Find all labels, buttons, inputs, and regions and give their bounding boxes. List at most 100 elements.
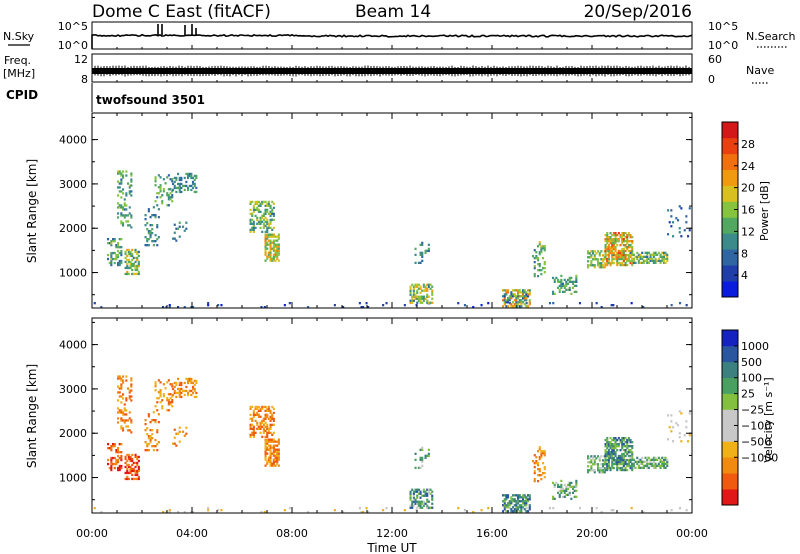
range-gate-cell — [162, 178, 165, 181]
range-gate-cell — [271, 212, 274, 215]
range-gate-cell — [132, 477, 135, 481]
range-gate-cell — [612, 257, 615, 261]
range-gate-cell — [631, 456, 634, 460]
range-gate-cell — [412, 504, 415, 507]
range-gate-cell — [606, 261, 609, 265]
range-gate-cell — [269, 417, 272, 420]
range-gate-cell — [533, 472, 536, 475]
range-gate-cell — [592, 258, 595, 261]
range-gate-cell — [266, 407, 269, 410]
range-gate-cell — [277, 440, 280, 443]
range-gate-cell — [508, 297, 511, 300]
range-gate-cell — [251, 228, 254, 231]
y-tick-label: 3000 — [59, 178, 87, 191]
range-gate-cell — [598, 469, 601, 472]
range-gate-cell — [600, 471, 603, 474]
range-gate-cell — [560, 280, 563, 283]
range-gate-cell — [567, 483, 570, 487]
range-gate-cell — [563, 290, 566, 293]
range-gate-cell — [264, 452, 267, 455]
range-gate-cell — [414, 295, 417, 298]
range-gate-cell — [261, 405, 264, 409]
range-gate-cell — [419, 295, 422, 298]
range-gate-cell — [130, 184, 133, 187]
range-gate-cell — [136, 266, 139, 270]
range-gate-cell — [510, 502, 513, 505]
range-gate-cell — [264, 417, 267, 420]
range-gate-cell — [190, 389, 193, 393]
range-gate-cell — [626, 451, 629, 454]
range-gate-cell — [107, 447, 110, 450]
range-gate-cell — [122, 379, 125, 382]
range-gate-cell — [552, 290, 555, 293]
range-gate-cell — [520, 299, 523, 302]
range-gate-cell — [182, 184, 185, 188]
colorbar-tick-label: −1000 — [741, 451, 778, 464]
range-gate-cell — [680, 440, 683, 443]
colorbar-segment — [722, 473, 738, 490]
range-gate-cell — [622, 244, 625, 247]
range-gate-cell — [597, 258, 600, 261]
range-gate-cell — [624, 257, 627, 261]
range-gate-cell — [124, 272, 127, 276]
range-gate-cell — [262, 212, 265, 215]
range-gate-cell — [108, 242, 111, 245]
range-gate-cell — [276, 458, 279, 461]
range-gate-cell — [419, 448, 422, 451]
range-gate-cell — [626, 443, 629, 446]
range-gate-cell — [192, 182, 195, 186]
range-gate-cell — [162, 190, 165, 193]
range-gate-cell — [535, 462, 538, 465]
range-gate-cell — [616, 439, 619, 442]
range-gate-cell — [537, 474, 540, 477]
range-gate-cell — [627, 437, 630, 440]
range-gate-cell — [573, 290, 576, 293]
range-gate-cell — [157, 208, 160, 211]
range-gate-cell — [264, 230, 267, 233]
range-gate-cell — [612, 244, 615, 247]
range-gate-cell — [267, 417, 270, 420]
range-gate-cell — [414, 490, 417, 493]
range-gate-cell — [621, 456, 624, 460]
range-gate-cell — [122, 170, 125, 173]
range-gate-cell — [276, 440, 279, 443]
range-gate-cell — [637, 464, 640, 467]
range-gate-cell — [502, 494, 505, 497]
range-gate-cell — [147, 413, 150, 416]
range-gate-cell — [185, 377, 188, 381]
range-gate-cell — [269, 210, 272, 213]
range-gate-cell — [269, 456, 272, 459]
range-gate-cell — [266, 409, 269, 412]
colorbar-tick-label: 25 — [741, 388, 755, 401]
range-gate-cell — [659, 255, 662, 258]
range-gate-cell — [409, 291, 412, 294]
range-gate-cell — [122, 411, 125, 414]
range-gate-cell — [151, 214, 154, 217]
range-gate-cell — [276, 239, 279, 242]
range-gate-cell — [274, 454, 277, 457]
range-gate-cell — [178, 389, 181, 393]
range-gate-cell — [120, 253, 123, 257]
range-gate-cell — [127, 224, 130, 227]
range-gate-cell — [277, 442, 280, 445]
range-gate-cell — [126, 463, 129, 467]
range-gate-cell — [183, 176, 186, 180]
range-gate-cell — [624, 445, 627, 448]
range-gate-cell — [525, 507, 528, 510]
range-gate-cell — [120, 212, 123, 215]
range-gate-cell — [129, 264, 132, 268]
range-gate-cell — [528, 498, 531, 501]
range-gate-cell — [159, 381, 162, 384]
range-gate-cell — [416, 283, 419, 286]
range-gate-cell — [154, 385, 157, 388]
range-gate-cell — [412, 289, 415, 292]
range-gate-cell — [117, 399, 120, 402]
range-gate-cell — [607, 445, 610, 448]
range-gate-cell — [127, 387, 130, 390]
range-gate-cell — [424, 249, 427, 252]
range-gate-cell — [129, 262, 132, 266]
range-gate-cell — [271, 438, 274, 441]
range-gate-cell — [172, 188, 175, 192]
range-gate-cell — [533, 267, 536, 270]
range-gate-cell — [182, 389, 185, 393]
